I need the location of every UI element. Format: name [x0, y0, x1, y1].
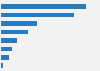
Bar [1, 13, 74, 17]
Bar [1, 21, 37, 26]
Bar [1, 4, 86, 9]
Bar [1, 55, 9, 60]
Bar [1, 38, 17, 43]
Bar [1, 47, 12, 51]
Bar [1, 30, 28, 34]
Bar [1, 63, 3, 68]
